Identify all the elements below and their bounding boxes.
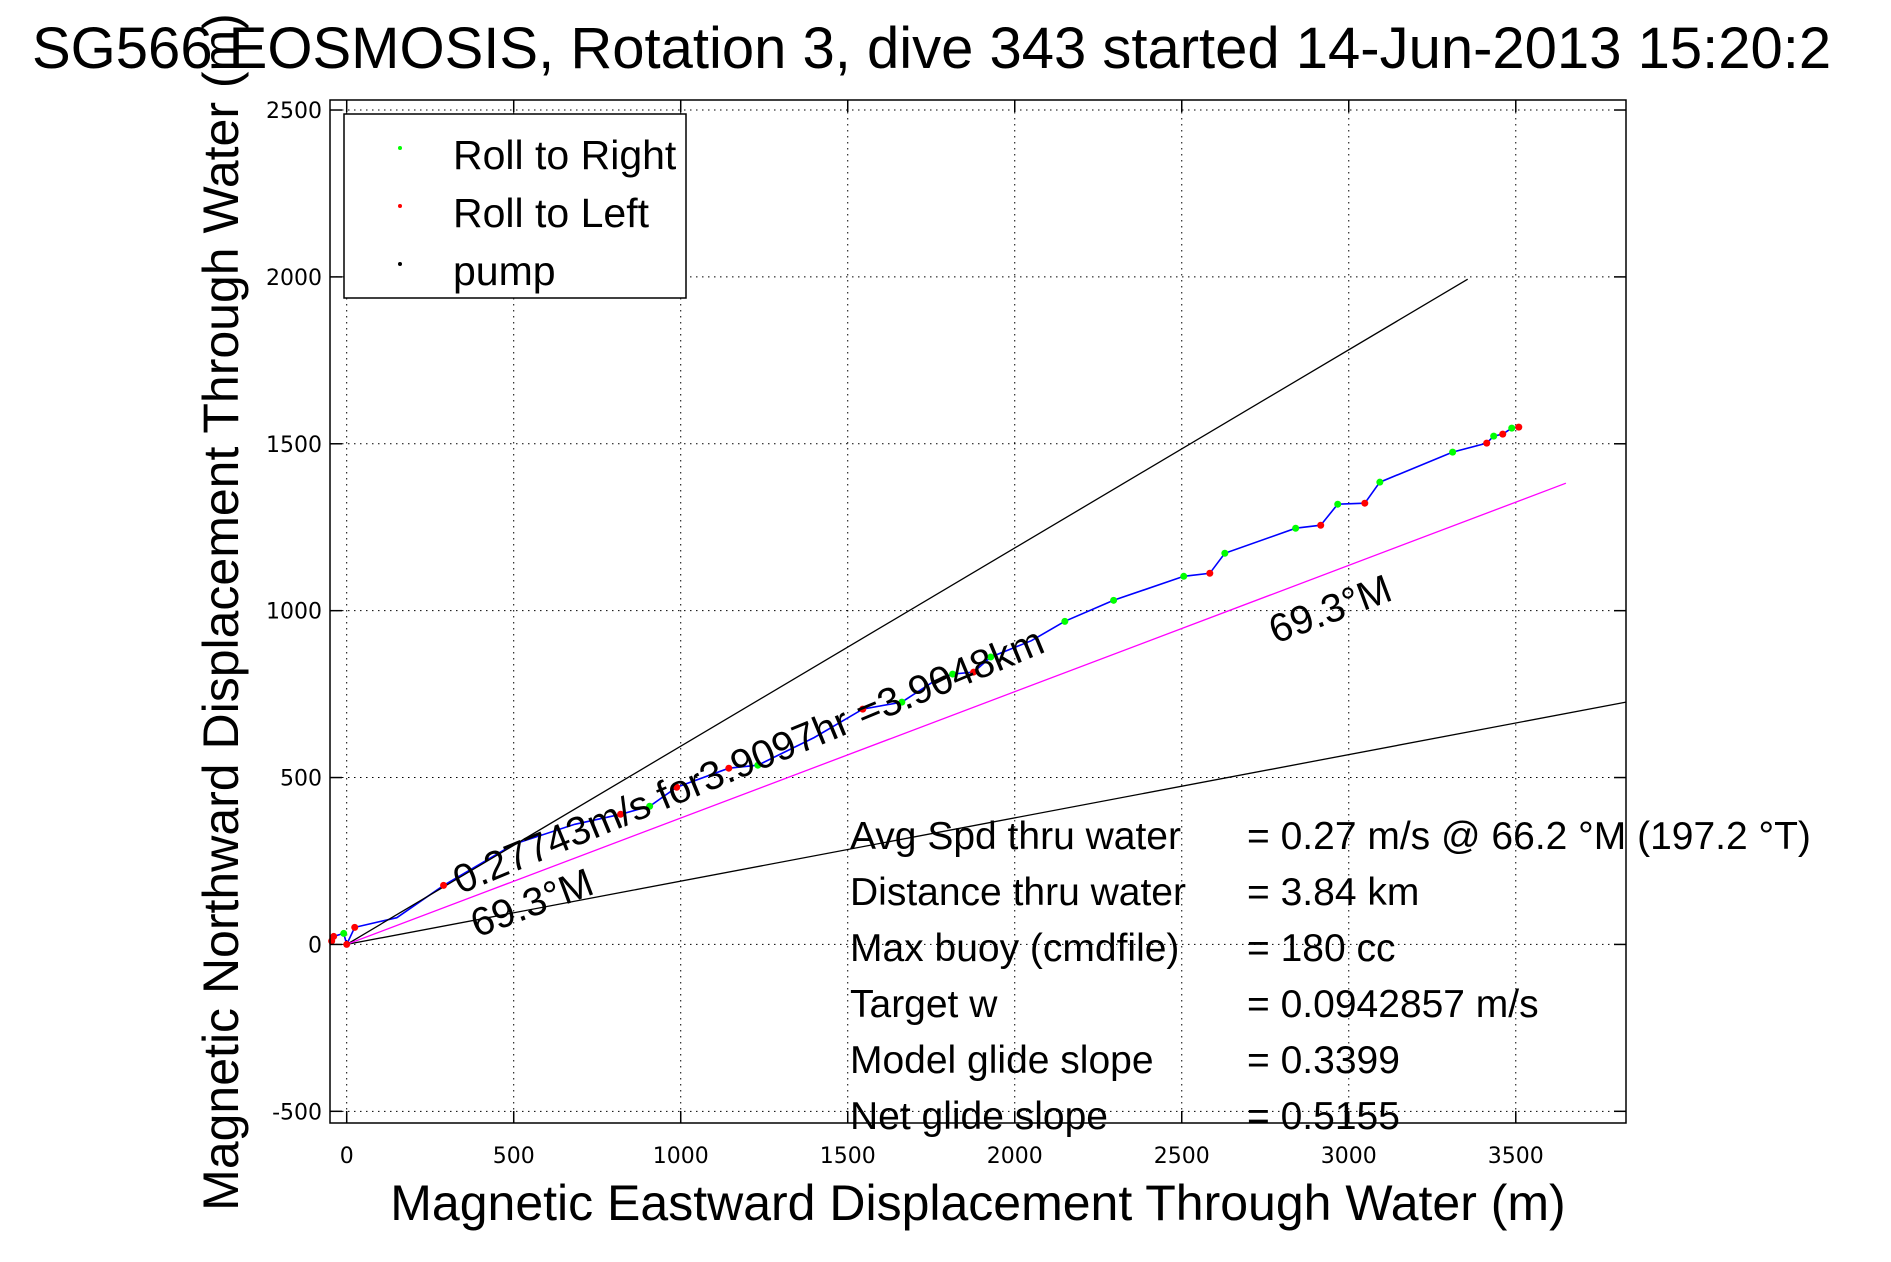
y-tick-label: 500 bbox=[280, 767, 322, 792]
x-tick-label: 3000 bbox=[1321, 1144, 1377, 1169]
stat-label: Net glide slope bbox=[850, 1095, 1108, 1138]
stat-label: Distance thru water bbox=[850, 871, 1186, 914]
legend-label-roll-left: Roll to Left bbox=[453, 190, 650, 236]
y-tick-label: 1000 bbox=[266, 600, 322, 625]
y-tick-label: 2000 bbox=[266, 266, 322, 291]
roll-to-left-point bbox=[725, 764, 733, 772]
roll-to-right-point bbox=[1061, 617, 1069, 625]
roll-to-right-point bbox=[949, 670, 957, 678]
y-axis-label: Magnetic Northward Displacement Through … bbox=[193, 13, 249, 1211]
roll-to-right-point bbox=[340, 929, 348, 937]
y-tick-label: 1500 bbox=[266, 433, 322, 458]
chart-title: SG566 EOSMOSIS, Rotation 3, dive 343 sta… bbox=[32, 16, 1831, 81]
x-tick-label: 1000 bbox=[653, 1144, 709, 1169]
roll-to-right-point bbox=[1490, 432, 1498, 440]
series-markers bbox=[328, 423, 1523, 948]
roll-to-left-point bbox=[1499, 430, 1507, 438]
roll-to-left-point bbox=[1206, 569, 1214, 577]
legend-marker-pump bbox=[398, 262, 402, 266]
roll-to-left-point bbox=[859, 705, 867, 713]
stat-label: Target w bbox=[850, 983, 998, 1026]
x-tick-label: 1500 bbox=[820, 1144, 876, 1169]
legend: Roll to Right Roll to Left pump bbox=[343, 113, 687, 299]
pump-segment bbox=[932, 675, 947, 685]
roll-to-left-point bbox=[1483, 439, 1491, 447]
legend-marker-roll-right bbox=[398, 146, 402, 150]
y-tick-label: 2500 bbox=[266, 99, 322, 124]
stat-value: = 3.84 km bbox=[1247, 871, 1419, 914]
axis-ticks bbox=[330, 100, 1626, 1123]
x-tick-labels: 0 500 1000 1500 2000 2500 3000 3500 bbox=[340, 1144, 1544, 1169]
lower-heading-bound-line bbox=[346, 701, 1627, 946]
x-tick-label: 3500 bbox=[1488, 1144, 1544, 1169]
stat-value: = 0.27 m/s @ 66.2 °M (197.2 °T) bbox=[1247, 815, 1811, 858]
x-tick-label: 0 bbox=[340, 1144, 354, 1169]
upper-heading-bound-line bbox=[346, 278, 1469, 945]
69-3-m-course-line bbox=[346, 482, 1567, 946]
roll-to-right-point bbox=[1180, 572, 1188, 580]
legend-marker-roll-left bbox=[398, 204, 402, 208]
roll-to-right-point bbox=[898, 698, 906, 706]
stat-value: = 0.3399 bbox=[1247, 1039, 1400, 1082]
roll-to-right-point bbox=[1110, 596, 1118, 604]
x-tick-label: 500 bbox=[493, 1144, 535, 1169]
roll-to-right-point bbox=[1376, 478, 1384, 486]
roll-to-right-point bbox=[1508, 424, 1516, 432]
y-tick-labels: -500 0 500 1000 1500 2000 2500 bbox=[266, 99, 322, 1125]
roll-to-left-point bbox=[343, 940, 351, 948]
stat-value: = 180 cc bbox=[1247, 927, 1396, 970]
stat-value: = 0.5155 bbox=[1247, 1095, 1400, 1138]
roll-to-right-point bbox=[987, 653, 995, 661]
roll-to-left-point bbox=[1361, 499, 1369, 507]
roll-to-left-point bbox=[617, 810, 625, 818]
stat-label: Avg Spd thru water bbox=[850, 815, 1181, 858]
roll-to-left-point bbox=[673, 783, 681, 791]
x-axis-label: Magnetic Eastward Displacement Through W… bbox=[390, 1175, 1565, 1231]
roll-to-left-point bbox=[1515, 423, 1523, 431]
axes-frame bbox=[329, 99, 1627, 1124]
stat-label: Max buoy (cmdfile) bbox=[850, 927, 1179, 970]
roll-to-right-point bbox=[1449, 448, 1457, 456]
legend-label-roll-right: Roll to Right bbox=[453, 132, 677, 178]
roll-to-right-point bbox=[646, 802, 654, 810]
roll-to-right-point bbox=[1221, 549, 1229, 557]
roll-to-left-point bbox=[328, 937, 336, 945]
x-tick-label: 2000 bbox=[987, 1144, 1043, 1169]
roll-to-right-point bbox=[754, 761, 762, 769]
stat-value: = 0.0942857 m/s bbox=[1247, 983, 1539, 1026]
y-tick-label: -500 bbox=[272, 1100, 322, 1125]
legend-label-pump: pump bbox=[453, 248, 556, 294]
x-tick-label: 2500 bbox=[1154, 1144, 1210, 1169]
stat-label: Model glide slope bbox=[850, 1039, 1154, 1082]
stats-block: Avg Spd thru water = 0.27 m/s @ 66.2 °M (… bbox=[850, 815, 1811, 1138]
roll-to-left-point bbox=[440, 881, 448, 889]
y-tick-label: 0 bbox=[308, 933, 322, 958]
roll-to-left-point bbox=[970, 668, 978, 676]
roll-to-left-point bbox=[351, 923, 359, 931]
roll-to-right-point bbox=[1292, 524, 1300, 532]
roll-to-right-point bbox=[1334, 500, 1342, 508]
roll-to-left-point bbox=[1317, 521, 1325, 529]
